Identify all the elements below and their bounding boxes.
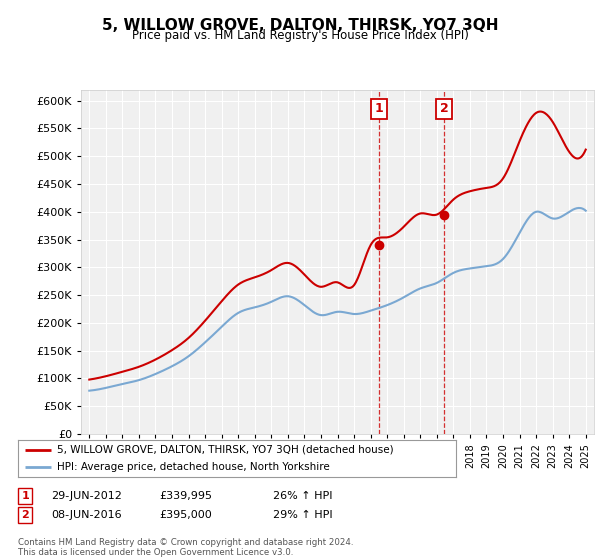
Text: 29% ↑ HPI: 29% ↑ HPI <box>273 510 332 520</box>
Text: 29-JUN-2012: 29-JUN-2012 <box>51 491 122 501</box>
Text: 5, WILLOW GROVE, DALTON, THIRSK, YO7 3QH (detached house): 5, WILLOW GROVE, DALTON, THIRSK, YO7 3QH… <box>58 445 394 455</box>
Text: 5, WILLOW GROVE, DALTON, THIRSK, YO7 3QH: 5, WILLOW GROVE, DALTON, THIRSK, YO7 3QH <box>102 18 498 33</box>
Text: HPI: Average price, detached house, North Yorkshire: HPI: Average price, detached house, Nort… <box>58 462 330 472</box>
Text: 08-JUN-2016: 08-JUN-2016 <box>51 510 122 520</box>
Text: £395,000: £395,000 <box>159 510 212 520</box>
Text: 2: 2 <box>22 510 29 520</box>
Text: This data is licensed under the Open Government Licence v3.0.: This data is licensed under the Open Gov… <box>18 548 293 557</box>
Text: £339,995: £339,995 <box>159 491 212 501</box>
Text: 1: 1 <box>374 102 383 115</box>
Text: 1: 1 <box>22 491 29 501</box>
Text: 26% ↑ HPI: 26% ↑ HPI <box>273 491 332 501</box>
Text: 2: 2 <box>440 102 449 115</box>
Text: Price paid vs. HM Land Registry's House Price Index (HPI): Price paid vs. HM Land Registry's House … <box>131 29 469 42</box>
Text: Contains HM Land Registry data © Crown copyright and database right 2024.: Contains HM Land Registry data © Crown c… <box>18 538 353 547</box>
